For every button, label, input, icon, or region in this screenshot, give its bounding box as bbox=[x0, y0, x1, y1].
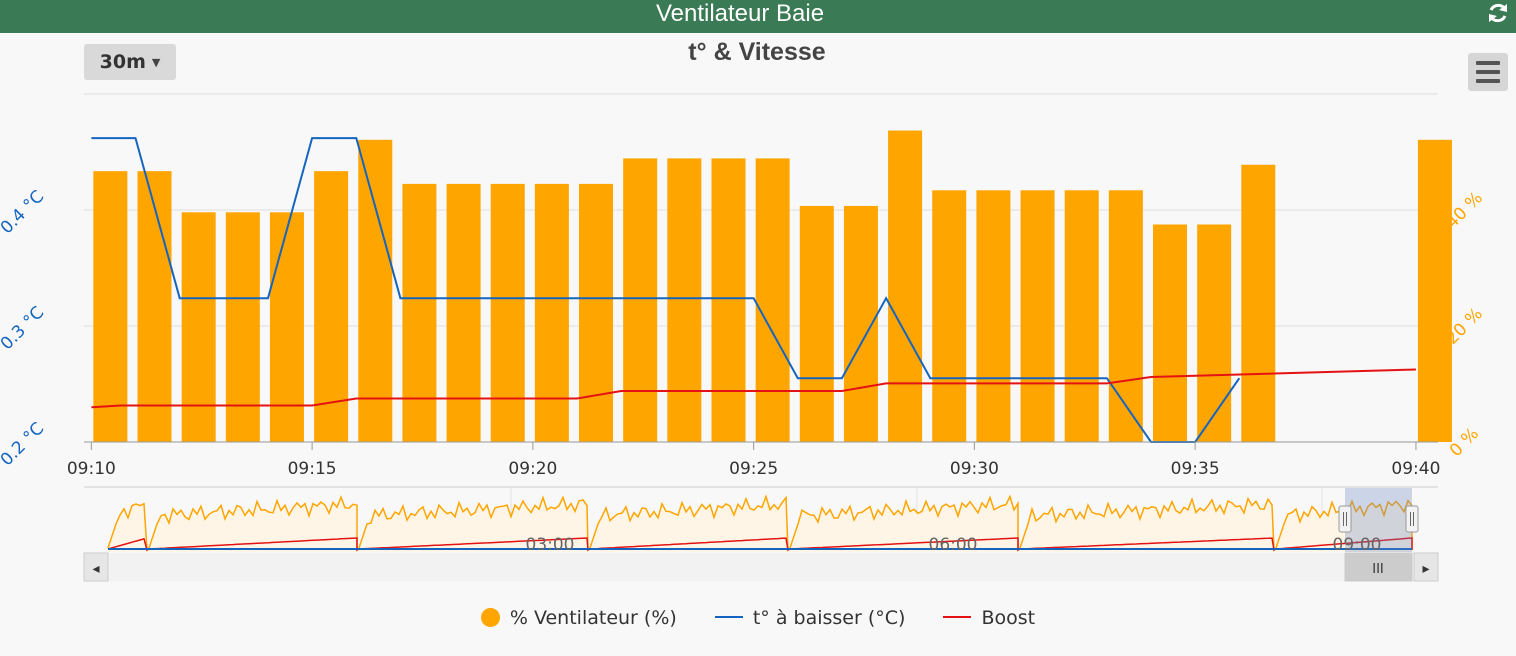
scrollbar-left-button[interactable] bbox=[83, 552, 109, 582]
bar bbox=[137, 171, 172, 442]
bar bbox=[1197, 224, 1232, 442]
bar bbox=[534, 183, 569, 442]
x-tick-label: 09:10 bbox=[67, 459, 116, 479]
y-left-tick-label: 0.3 °C bbox=[0, 303, 48, 354]
scrollbar-right-button[interactable] bbox=[1413, 552, 1439, 582]
legend-line bbox=[714, 615, 743, 618]
legend-item-boost[interactable]: Boost bbox=[943, 607, 1035, 629]
chart-title: t° & Vitesse bbox=[688, 38, 825, 66]
bar bbox=[1417, 139, 1452, 442]
x-tick-label: 09:25 bbox=[729, 459, 778, 479]
caret-down-icon: ▼ bbox=[151, 56, 161, 69]
bar bbox=[181, 212, 216, 442]
range-selector-button[interactable]: 30m ▼ bbox=[84, 44, 176, 80]
navigator-label: 09:00 bbox=[1333, 535, 1382, 555]
x-tick-label: 09:40 bbox=[1391, 459, 1440, 479]
navigator-label: 06:00 bbox=[929, 535, 978, 555]
temperature-line bbox=[91, 137, 1241, 443]
bar bbox=[755, 158, 790, 442]
chart-menu-button[interactable] bbox=[1468, 53, 1508, 91]
bar bbox=[93, 171, 128, 442]
navigator-selection bbox=[1345, 488, 1412, 552]
bar bbox=[1020, 190, 1055, 442]
bar bbox=[225, 212, 260, 442]
navigator-ventilateur-line bbox=[107, 494, 1413, 552]
bar bbox=[888, 130, 923, 443]
navigator-label: 03:00 bbox=[526, 535, 575, 555]
app-header: Ventilateur Baie bbox=[0, 0, 1516, 33]
legend-dot bbox=[480, 607, 500, 627]
bar bbox=[623, 158, 658, 442]
bar bbox=[1241, 164, 1276, 442]
bar bbox=[1153, 224, 1188, 442]
bar bbox=[1108, 190, 1143, 442]
legend-line bbox=[943, 615, 972, 618]
bar bbox=[1064, 190, 1099, 442]
bar bbox=[358, 139, 393, 442]
navigator-boost-line bbox=[107, 537, 1413, 552]
legend-item-ventilateur[interactable]: % Ventilateur (%) bbox=[480, 607, 677, 629]
x-tick-label: 09:35 bbox=[1171, 459, 1220, 479]
legend: % Ventilateur (%) t° à baisser (°C) Boos… bbox=[0, 606, 1516, 638]
navigator-handle[interactable] bbox=[1338, 505, 1352, 533]
arrow-right-icon: ▸ bbox=[1422, 561, 1429, 577]
bar bbox=[446, 183, 481, 442]
bar bbox=[269, 212, 304, 442]
bar bbox=[314, 171, 349, 442]
legend-item-temperature[interactable]: t° à baisser (°C) bbox=[714, 607, 905, 629]
chart-svg: t° & Vitesse 09:10 09:15 09:20 09:25 09:30 09… bbox=[0, 38, 1487, 582]
bar bbox=[667, 158, 702, 442]
bar bbox=[579, 183, 614, 442]
bar bbox=[932, 190, 967, 442]
navigator-area bbox=[108, 496, 1412, 552]
range-selector-label: 30m bbox=[99, 51, 146, 73]
boost-line bbox=[91, 368, 1416, 409]
arrow-left-icon: ◂ bbox=[92, 561, 99, 577]
y-left-tick-label: 0.4 °C bbox=[0, 187, 48, 238]
bar bbox=[976, 190, 1011, 442]
bar bbox=[490, 183, 525, 442]
hamburger-icon bbox=[1476, 61, 1500, 65]
x-tick-label: 09:30 bbox=[950, 459, 999, 479]
page-title: Ventilateur Baie bbox=[655, 0, 825, 27]
navigator-handle[interactable] bbox=[1405, 505, 1419, 533]
scrollbar-track bbox=[84, 553, 1438, 581]
navigator[interactable]: 03:00 06:00 09:00 ◂ III ▸ bbox=[83, 486, 1439, 582]
refresh-icon[interactable] bbox=[1486, 1, 1510, 25]
bar bbox=[711, 158, 746, 442]
bar-series bbox=[93, 130, 1452, 443]
x-tick-label: 09:15 bbox=[288, 459, 337, 479]
line-series bbox=[91, 137, 1416, 443]
scrollbar-thumb[interactable] bbox=[1344, 552, 1413, 582]
scrollbar-grip: III bbox=[1372, 562, 1384, 577]
bar bbox=[402, 183, 437, 442]
y-left-tick-label: 0.2 °C bbox=[0, 419, 48, 470]
x-tick-label: 09:20 bbox=[508, 459, 557, 479]
bar bbox=[799, 205, 834, 442]
